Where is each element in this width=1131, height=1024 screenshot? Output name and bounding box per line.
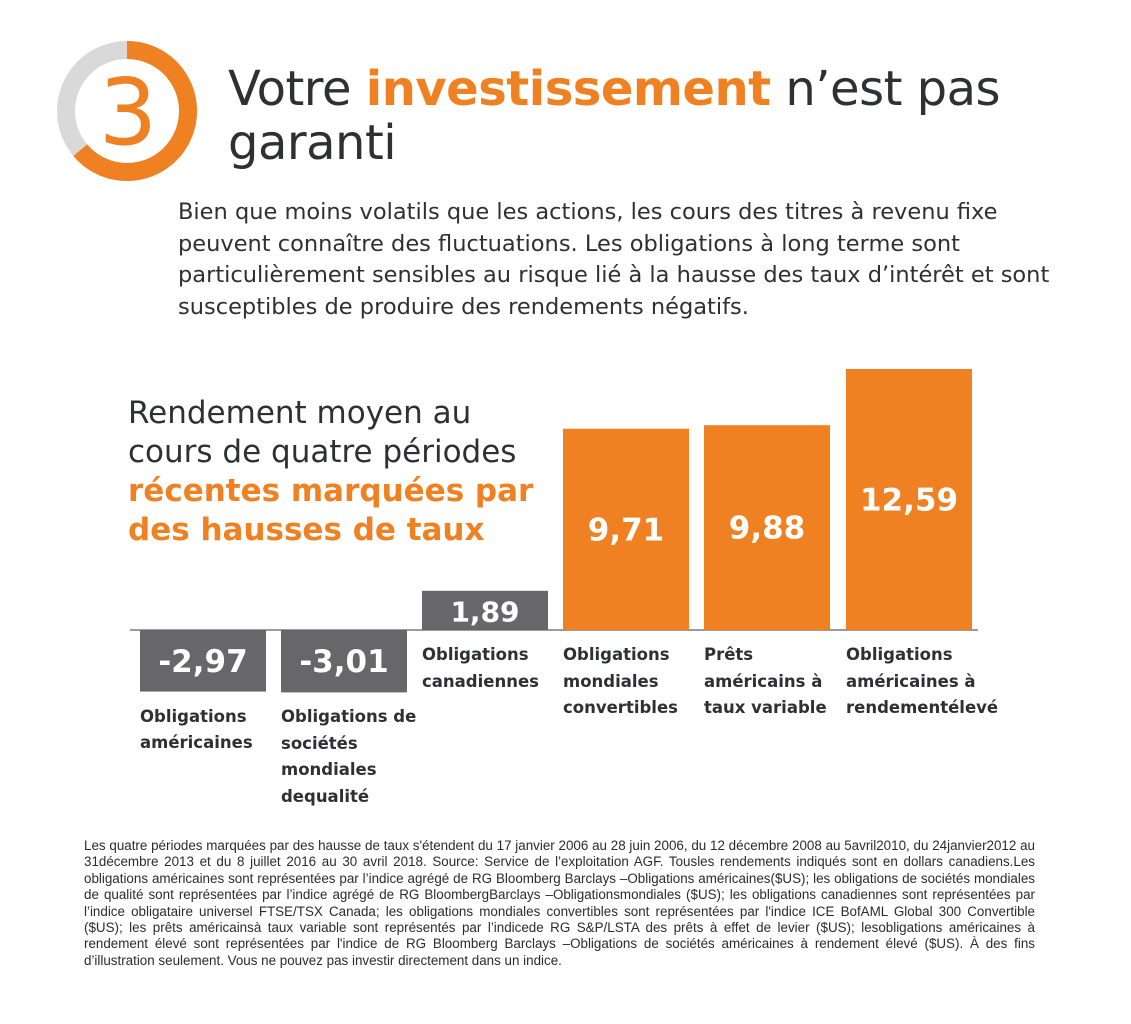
bar-5 [704, 425, 830, 630]
footnote: Les quatre périodes marquées par des hau… [84, 838, 1035, 968]
intro-paragraph: Bien que moins volatils que les actions,… [178, 199, 1050, 320]
title-suffix: n’est pas garanti [228, 61, 1001, 171]
category-label-1: Obligations américaines [140, 706, 253, 753]
category-label-3: Obligations canadiennes [422, 645, 539, 691]
chart-title-accent: récentes marquées par des hausses de tau… [128, 473, 534, 548]
ring-orange-segment [73, 41, 197, 181]
category-label-5: Prêts américains à taux variable [704, 645, 827, 717]
chart-title: Rendement moyen au cours de quatre pério… [128, 394, 558, 550]
bar-6 [846, 369, 972, 630]
bar-value-label-3: 1,89 [450, 595, 519, 628]
bar-value-label-4: 9,71 [588, 512, 665, 548]
step-number: 3 [99, 59, 158, 166]
bar-value-label-2: -3,01 [299, 644, 388, 680]
category-label-4: Obligations mondiales convertibles [563, 645, 678, 717]
category-label-6: Obligations américaines à rendementélevé [846, 645, 999, 717]
title-accent: investissement [365, 61, 771, 117]
bar-value-label-1: -2,97 [158, 644, 247, 680]
step-number-badge: 3 [57, 41, 197, 181]
bar-2 [281, 630, 407, 693]
page-title: Votre investissement n’est pas garanti [228, 62, 1108, 170]
category-label-2: Obligations de sociétés mondiales dequal… [281, 707, 417, 806]
title-prefix: Votre [228, 61, 366, 117]
bar-4 [563, 428, 689, 630]
bar-3 [422, 590, 548, 630]
bar-value-label-6: 12,59 [860, 483, 958, 519]
chart-title-normal: Rendement moyen au cours de quatre pério… [128, 395, 517, 470]
bar-value-label-5: 9,88 [729, 511, 806, 547]
bar-1 [140, 630, 266, 692]
